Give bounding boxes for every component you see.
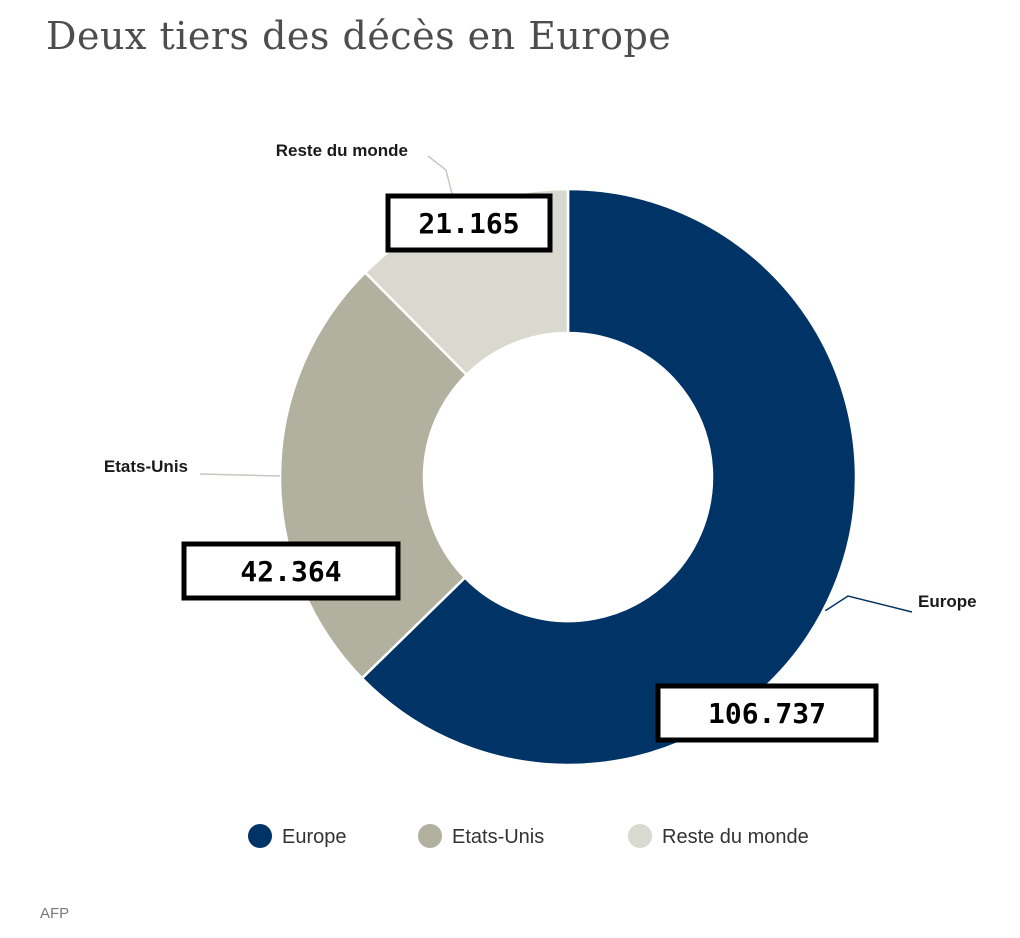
value-label-reste-du-monde: 21.165 xyxy=(418,207,519,240)
slice-label-europe: Europe xyxy=(918,592,977,611)
legend: Europe Etats-Unis Reste du monde xyxy=(248,824,809,848)
value-label-europe: 106.737 xyxy=(708,697,826,730)
leader-lines xyxy=(199,155,913,613)
donut-slices xyxy=(278,187,858,767)
legend-marker-reste-du-monde xyxy=(628,824,652,848)
leader-line-etats-unis xyxy=(199,473,281,477)
value-box-reste-du-monde xyxy=(385,193,553,253)
leader-line-reste-du-monde xyxy=(427,155,453,195)
legend-label-europe: Europe xyxy=(282,826,347,848)
slice-europe xyxy=(360,187,858,767)
callout-labels: Europe 106.737 Etats-Unis 42.364 Reste du mo… xyxy=(104,141,977,743)
value-box-europe xyxy=(655,683,879,743)
legend-marker-europe xyxy=(248,824,272,848)
slice-label-etats-unis: Etats-Unis xyxy=(104,457,188,476)
leader-line-europe xyxy=(824,595,913,613)
source-credit: AFP xyxy=(40,905,70,922)
legend-label-reste-du-monde: Reste du monde xyxy=(662,826,809,848)
legend-marker-etats-unis xyxy=(418,824,442,848)
legend-label-etats-unis: Etats-Unis xyxy=(452,826,544,848)
slice-label-reste-du-monde: Reste du monde xyxy=(276,141,408,160)
value-box-etats-unis xyxy=(181,541,401,601)
value-label-etats-unis: 42.364 xyxy=(240,555,341,588)
chart-title: Deux tiers des décès en Europe xyxy=(46,14,672,58)
